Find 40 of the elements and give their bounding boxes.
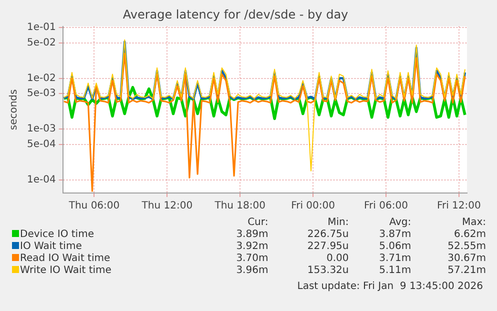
text: 3.71m <box>378 253 412 265</box>
legend-label: Device IO time <box>19 229 95 241</box>
text: 6.62m <box>452 229 486 241</box>
y-tick-label: 5e-03 <box>26 88 56 100</box>
y-tick-label: 1e-01 <box>26 22 56 34</box>
text: 226.75u <box>306 229 349 241</box>
text: 30.67m <box>446 253 486 265</box>
x-tick-label: Thu 06:00 <box>68 200 120 212</box>
y-tick-label: 1e-04 <box>26 174 56 186</box>
legend-label: Write IO Wait time <box>19 265 112 277</box>
text: 52.55m <box>446 241 486 253</box>
x-tick-label: Thu 12:00 <box>140 200 193 212</box>
x-tick-label: Fri 12:00 <box>436 200 481 212</box>
text: 153.32u <box>306 265 349 277</box>
y-axis-title: seconds <box>8 89 20 130</box>
text: Min: <box>326 217 349 229</box>
y-tick-label: 5e-02 <box>26 37 56 48</box>
text: Last update: Fri Jan 9 13:45:00 2026 <box>297 281 483 292</box>
text: 5.06m <box>378 241 412 253</box>
text: Avg: <box>388 217 412 229</box>
x-tick-label: Thu 18:00 <box>214 200 266 212</box>
x-tick-label: Fri 06:00 <box>364 200 408 212</box>
text: Max: <box>460 217 486 229</box>
text: 3.87m <box>378 229 412 241</box>
text: 3.92m <box>235 241 268 253</box>
chart-title: Average latency for /dev/sde - by day <box>122 7 348 22</box>
y-tick-label: 1e-02 <box>26 72 56 84</box>
text: 3.70m <box>235 253 268 265</box>
y-tick-label: 5e-04 <box>26 138 56 150</box>
text: 5.11m <box>378 265 412 277</box>
legend-label: IO Wait time <box>19 241 83 253</box>
text: 3.89m <box>235 229 268 241</box>
text: 3.96m <box>235 265 268 277</box>
text: 0.00 <box>325 253 349 265</box>
text: 227.95u <box>306 241 349 253</box>
y-tick-label: 1e-03 <box>26 124 56 135</box>
text: 57.21m <box>446 265 486 277</box>
legend-label: Read IO Wait time <box>19 253 112 265</box>
text: Cur: <box>246 217 268 229</box>
x-tick-label: Fri 00:00 <box>291 200 335 212</box>
